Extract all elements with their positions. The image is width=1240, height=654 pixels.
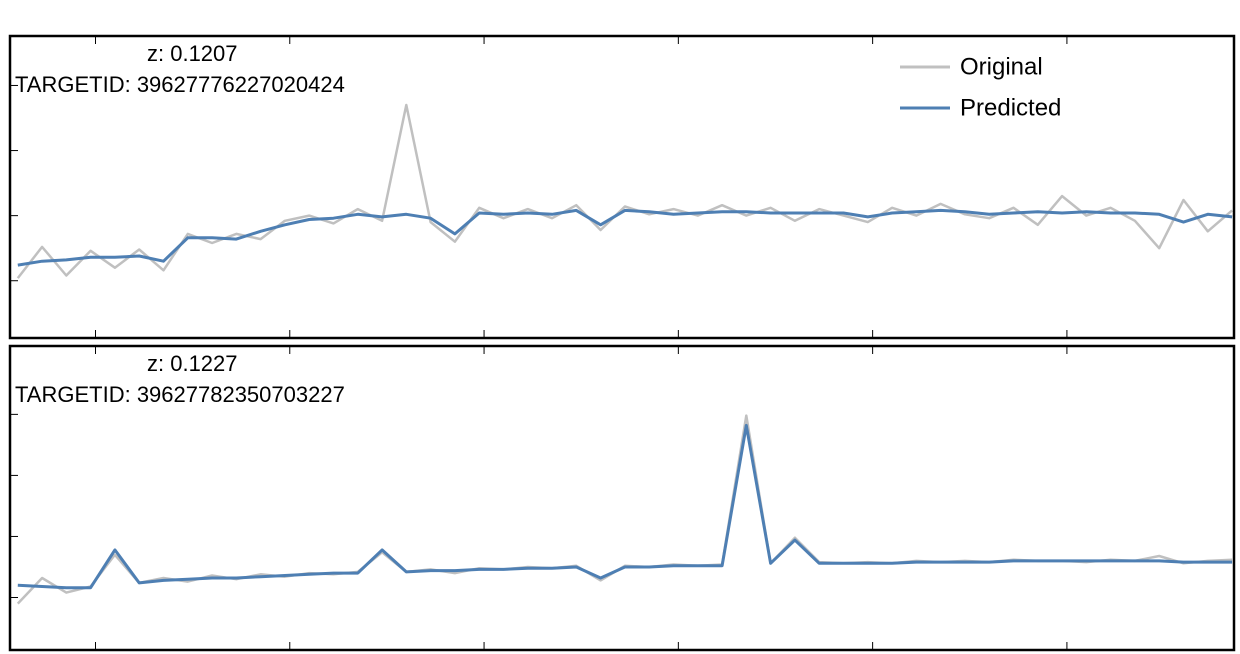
series-line (17, 423, 1233, 590)
series-line (17, 208, 1233, 267)
axes-frame (8, 34, 1236, 340)
annotation-z: z: 0.1207 (147, 41, 238, 66)
legend-label: Original (960, 53, 1043, 80)
annotation-targetid: TARGETID: 39627776227020424 (15, 72, 345, 97)
series-line (16, 103, 1233, 279)
series-line (16, 414, 1233, 605)
annotation-targetid: TARGETID: 39627782350703227 (15, 382, 345, 407)
annotation-z: z: 0.1227 (147, 351, 238, 376)
axes-frame (8, 344, 1236, 652)
legend-label: Predicted (960, 94, 1061, 121)
